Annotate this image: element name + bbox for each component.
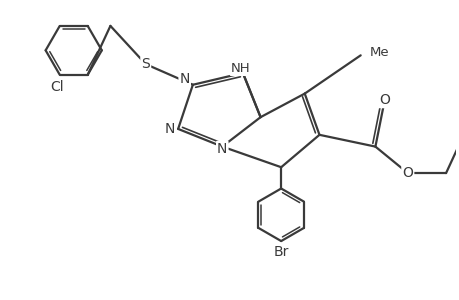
Text: N: N bbox=[217, 142, 227, 156]
Text: O: O bbox=[379, 93, 390, 107]
Text: S: S bbox=[141, 57, 150, 71]
Text: Me: Me bbox=[369, 46, 388, 59]
Text: Cl: Cl bbox=[50, 80, 64, 94]
Text: Br: Br bbox=[273, 245, 288, 260]
Text: NH: NH bbox=[230, 62, 250, 75]
Text: N: N bbox=[179, 72, 190, 86]
Text: N: N bbox=[164, 122, 175, 136]
Text: O: O bbox=[402, 166, 412, 180]
